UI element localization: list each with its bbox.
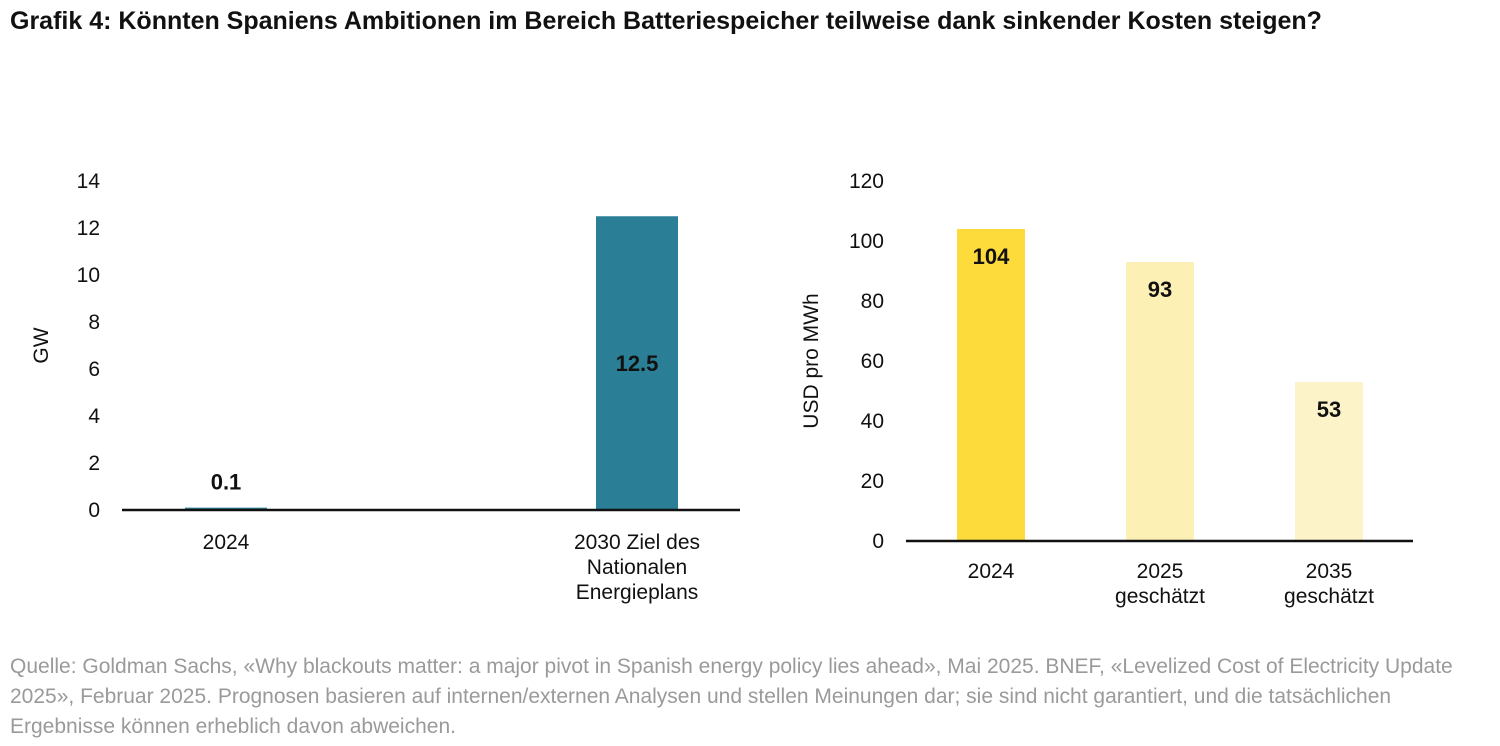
bar [596,216,678,510]
x-tick-label: 2025 geschätzt [1115,560,1205,608]
title: Grafik 4: Könnten Spaniens Ambitionen im… [10,7,1322,35]
y-axis-label: GW [30,327,53,363]
bar [1295,382,1363,541]
y-tick-label: 120 [849,170,884,193]
x-tick-label: 2030 Ziel des Nationalen Energieplans [573,531,701,604]
value-label: 93 [1148,277,1172,302]
source-note: Quelle: Goldman Sachs, «Why blackouts ma… [10,655,1453,738]
value-label: 0.1 [211,470,242,495]
y-tick-label: 60 [861,350,884,373]
y-tick-label: 14 [77,170,101,193]
y-tick-label: 20 [861,470,884,493]
x-tick-label: 2024 [202,531,250,554]
x-tick-label: 2024 [967,560,1015,583]
x-tick-label: 2035 geschätzt [1284,560,1374,608]
y-tick-label: 0 [88,499,100,522]
y-tick-label: 0 [872,530,884,553]
y-tick-label: 80 [861,290,884,313]
y-tick-label: 12 [77,217,100,240]
y-tick-label: 100 [849,230,884,253]
value-label: 104 [973,244,1010,269]
y-tick-label: 40 [861,410,884,433]
value-label: 53 [1317,397,1341,422]
y-tick-label: 6 [88,358,100,381]
y-axis-label: USD pro MWh [800,293,823,428]
y-tick-label: 2 [88,452,100,475]
value-label: 12.5 [616,351,659,376]
y-tick-label: 4 [88,405,100,428]
y-tick-label: 8 [88,311,100,334]
bar [1126,262,1194,541]
bar [957,229,1025,541]
y-tick-label: 10 [77,264,100,287]
